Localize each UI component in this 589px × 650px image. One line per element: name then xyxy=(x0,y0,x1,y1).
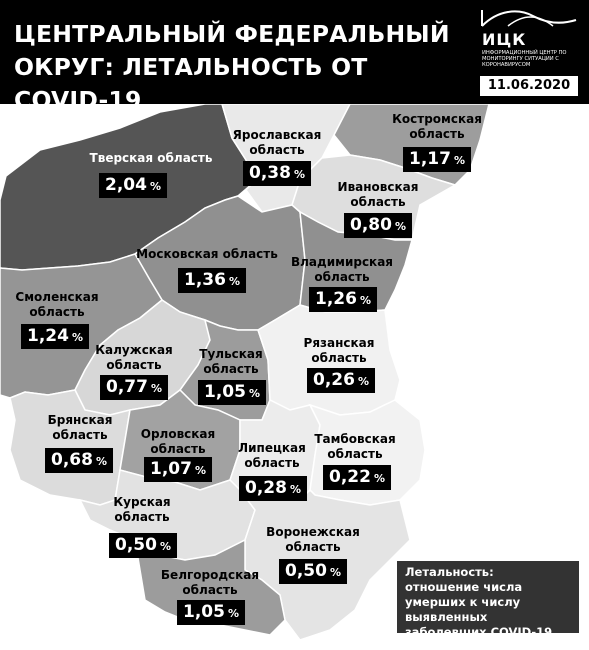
region-value-unit: % xyxy=(71,331,83,344)
region-value-unit: % xyxy=(359,294,371,307)
region-name-yaroslavl: Ярославская область xyxy=(232,128,322,157)
legend-note: Летальность: отношение числа умерших к ч… xyxy=(397,561,579,639)
region-value-ivanovo: 0,80% xyxy=(344,213,412,238)
region-value-number: 1,26 xyxy=(315,289,357,309)
region-name-bryansk: Брянская область xyxy=(47,413,113,442)
region-name-kursk: Курская область xyxy=(113,495,171,524)
region-value-number: 0,50 xyxy=(285,561,327,581)
region-shape-belgorod[interactable] xyxy=(133,538,286,636)
region-value-kursk: 0,50% xyxy=(109,533,177,558)
region-name-ivanovo: Ивановская область xyxy=(337,180,419,209)
region-value-ryazan: 0,26% xyxy=(307,368,375,393)
region-value-tambov: 0,22% xyxy=(323,465,391,490)
region-name-smolensk: Смоленская область xyxy=(15,290,99,319)
region-name-kaluga: Калужская область xyxy=(95,343,173,372)
region-value-tula: 1,05% xyxy=(198,380,266,405)
region-name-belgorod: Белгородская область xyxy=(160,568,260,597)
region-name-lipetsk: Липецкая область xyxy=(238,441,306,470)
region-value-kostroma: 1,17% xyxy=(403,147,471,172)
region-value-number: 1,17 xyxy=(409,149,451,169)
region-value-unit: % xyxy=(227,607,239,620)
region-value-number: 1,05 xyxy=(183,602,225,622)
region-value-belgorod: 1,05% xyxy=(177,600,245,625)
region-value-unit: % xyxy=(228,275,240,288)
region-value-unit: % xyxy=(150,382,162,395)
region-value-moscow: 1,36% xyxy=(178,268,246,293)
region-name-vladimir: Владимирская область xyxy=(291,255,393,284)
region-value-number: 0,22 xyxy=(329,467,371,487)
region-value-voronezh: 0,50% xyxy=(279,559,347,584)
region-value-number: 0,68 xyxy=(51,450,93,470)
region-value-number: 1,05 xyxy=(204,382,246,402)
region-name-tambov: Тамбовская область xyxy=(314,432,396,461)
region-value-unit: % xyxy=(194,464,206,477)
region-value-number: 1,36 xyxy=(184,270,226,290)
logo-mark-icon xyxy=(481,10,577,27)
region-value-unit: % xyxy=(248,387,260,400)
region-value-number: 1,24 xyxy=(27,326,69,346)
region-value-smolensk: 1,24% xyxy=(21,324,89,349)
region-value-number: 2,04 xyxy=(105,175,147,195)
region-value-number: 0,28 xyxy=(245,478,287,498)
region-value-number: 0,50 xyxy=(115,535,157,555)
logo: ИЦК информационный центр по мониторингу … xyxy=(478,6,583,76)
logo-subtitle: информационный центр по мониторингу ситу… xyxy=(482,50,567,69)
region-value-orel: 1,07% xyxy=(144,457,212,482)
region-value-unit: % xyxy=(289,483,301,496)
region-value-number: 0,77 xyxy=(106,377,148,397)
region-value-tver: 2,04% xyxy=(99,173,167,198)
region-name-tver: Тверская область xyxy=(89,151,213,165)
region-value-vladimir: 1,26% xyxy=(309,287,377,312)
region-value-unit: % xyxy=(293,168,305,181)
region-name-ryazan: Рязанская область xyxy=(303,336,375,365)
header-bar: ЦЕНТРАЛЬНЫЙ ФЕДЕРАЛЬНЫЙ ОКРУГ: ЛЕТАЛЬНОС… xyxy=(0,0,589,114)
region-name-kostroma: Костромская область xyxy=(392,112,482,141)
region-value-bryansk: 0,68% xyxy=(45,448,113,473)
region-value-number: 1,07 xyxy=(150,459,192,479)
region-name-tula: Тульская область xyxy=(199,347,263,376)
region-value-unit: % xyxy=(149,180,161,193)
region-value-unit: % xyxy=(159,540,171,553)
page-title: ЦЕНТРАЛЬНЫЙ ФЕДЕРАЛЬНЫЙ ОКРУГ: ЛЕТАЛЬНОС… xyxy=(14,20,450,114)
date-badge: 11.06.2020 xyxy=(480,76,578,96)
region-value-lipetsk: 0,28% xyxy=(239,476,307,501)
region-value-unit: % xyxy=(95,455,107,468)
region-value-number: 0,38 xyxy=(249,163,291,183)
region-value-unit: % xyxy=(394,220,406,233)
region-value-unit: % xyxy=(453,154,465,167)
region-value-unit: % xyxy=(373,472,385,485)
region-name-orel: Орловская область xyxy=(140,427,216,456)
region-value-number: 0,80 xyxy=(350,215,392,235)
region-value-unit: % xyxy=(357,375,369,388)
region-name-voronezh: Воронежская область xyxy=(266,525,360,554)
region-value-number: 0,26 xyxy=(313,370,355,390)
logo-name: ИЦК xyxy=(482,30,527,49)
region-value-unit: % xyxy=(329,566,341,579)
region-value-kaluga: 0,77% xyxy=(100,375,168,400)
region-name-moscow: Московская область xyxy=(136,247,278,261)
region-value-yaroslavl: 0,38% xyxy=(243,161,311,186)
